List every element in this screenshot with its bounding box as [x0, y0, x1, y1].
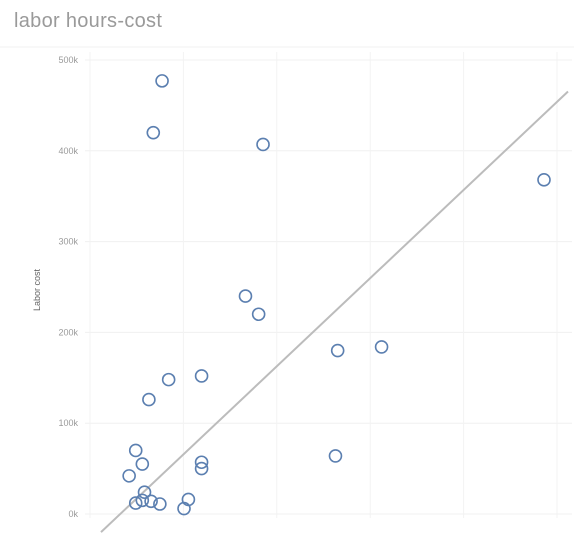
chart-title: labor hours-cost: [14, 10, 163, 32]
data-point[interactable]: [256, 137, 270, 152]
y-axis-label: Labor cost: [32, 268, 42, 311]
data-point[interactable]: [128, 443, 143, 458]
data-point[interactable]: [142, 392, 156, 407]
data-point[interactable]: [330, 343, 345, 358]
data-point[interactable]: [194, 369, 209, 383]
data-point[interactable]: [128, 496, 143, 510]
y-tick-label: 400k: [58, 146, 78, 156]
y-tick-label: 0k: [68, 509, 78, 519]
trendline: [100, 90, 569, 533]
data-point[interactable]: [238, 289, 253, 303]
data-point[interactable]: [135, 493, 150, 508]
y-tick-label: 200k: [58, 327, 78, 337]
data-point[interactable]: [155, 74, 169, 88]
y-tick-label: 500k: [58, 55, 78, 65]
data-point[interactable]: [146, 125, 161, 140]
data-point[interactable]: [194, 455, 209, 470]
data-point[interactable]: [177, 501, 191, 516]
data-point[interactable]: [537, 173, 551, 187]
data-point[interactable]: [251, 307, 266, 322]
scatter-points: [122, 74, 551, 516]
gridlines: [0, 46, 574, 518]
data-point[interactable]: [374, 340, 389, 354]
data-point[interactable]: [153, 497, 167, 511]
data-point[interactable]: [328, 449, 343, 463]
data-point[interactable]: [135, 457, 150, 471]
data-point[interactable]: [161, 372, 176, 387]
y-tick-labels: 0k 100k 200k 300k 400k 500k: [58, 55, 78, 519]
trendline-layer: [100, 90, 569, 533]
data-point[interactable]: [137, 485, 152, 500]
data-point[interactable]: [122, 469, 136, 483]
data-point[interactable]: [194, 461, 209, 476]
y-tick-label: 100k: [58, 418, 78, 428]
y-tick-label: 300k: [58, 237, 78, 247]
data-point[interactable]: [144, 494, 158, 509]
